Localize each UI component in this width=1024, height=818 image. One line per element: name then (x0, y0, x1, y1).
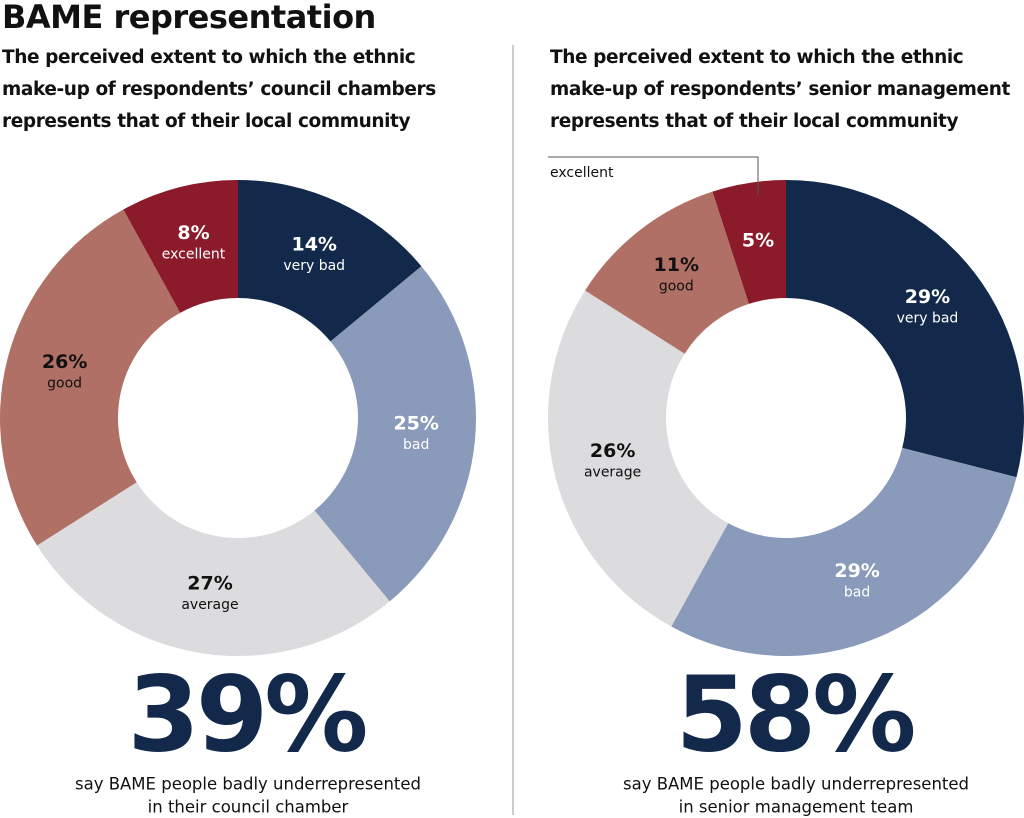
value-label: 29% (905, 286, 950, 308)
value-label: 26% (590, 440, 635, 462)
donut-segment (712, 180, 786, 304)
caption: say BAME people badly underrepresented (75, 775, 421, 794)
category-label: bad (844, 584, 870, 600)
caption: in senior management team (679, 798, 914, 817)
donut-segment (786, 180, 1024, 478)
donut-segment (314, 266, 477, 602)
category-label: bad (403, 437, 429, 453)
category-label: very bad (283, 258, 345, 274)
category-label: excellent (162, 247, 226, 263)
category-label: very bad (897, 310, 959, 326)
headline-figure: 58% (676, 653, 914, 775)
donut-segment (671, 447, 1017, 656)
value-label: 5% (742, 230, 774, 252)
value-label: 14% (291, 234, 336, 256)
category-label: good (659, 279, 694, 295)
donut-segment (0, 209, 181, 546)
category-label: average (584, 465, 641, 481)
value-label: 27% (187, 572, 232, 594)
value-label: 8% (177, 222, 209, 244)
value-label: 11% (654, 254, 699, 276)
donut-segment (585, 191, 749, 354)
caption: say BAME people badly underrepresented (623, 775, 969, 794)
category-label: average (181, 597, 238, 613)
caption: in their council chamber (148, 798, 349, 817)
value-label: 29% (834, 560, 879, 582)
donut-segment (238, 180, 422, 342)
category-label: excellent (550, 165, 614, 181)
value-label: 26% (42, 351, 87, 373)
chart-subtitle: The perceived extent to which the ethnic… (2, 47, 436, 132)
headline-figure: 39% (128, 653, 366, 775)
value-label: 25% (393, 412, 438, 434)
donut-segment (37, 482, 390, 657)
donut-segment (123, 180, 238, 313)
category-label: good (47, 375, 82, 391)
page-title: BAME representation (2, 0, 376, 36)
leader-line (548, 156, 759, 195)
chart-subtitle: The perceived extent to which the ethnic… (550, 47, 1010, 132)
donut-segment (547, 290, 729, 627)
